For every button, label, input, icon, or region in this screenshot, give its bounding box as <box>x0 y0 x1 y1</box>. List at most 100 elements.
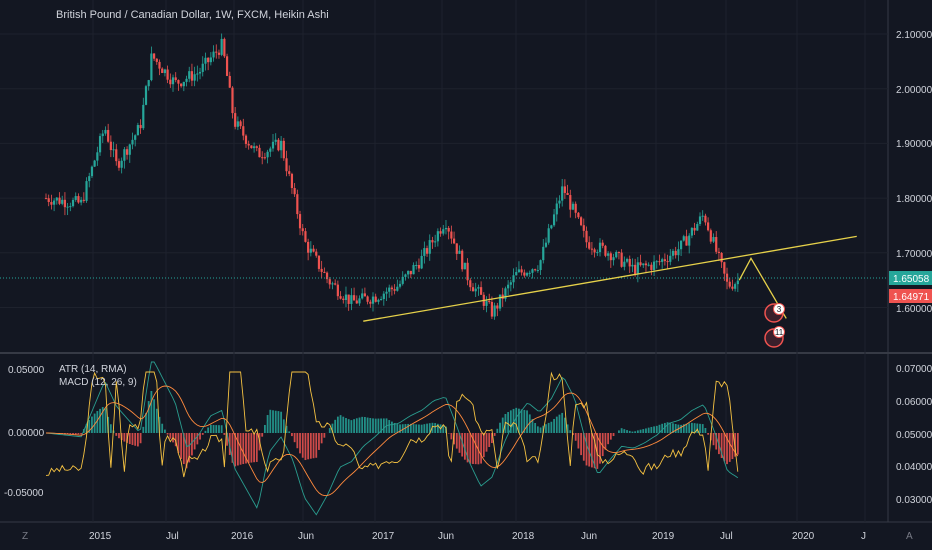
macd-histogram-bar <box>272 410 274 433</box>
candle-body <box>636 262 639 275</box>
time-tick: 2019 <box>652 531 675 542</box>
candle-body <box>223 38 226 57</box>
candle-body <box>50 202 53 205</box>
candle-body <box>544 242 548 247</box>
candle-body <box>466 262 469 281</box>
macd-histogram-bar <box>688 423 691 433</box>
candle-body <box>61 199 64 204</box>
candle-body <box>169 79 172 85</box>
candle-body <box>704 215 707 223</box>
candle-body <box>185 78 188 82</box>
candle-body <box>307 241 310 253</box>
candle-body <box>690 227 693 236</box>
macd-histogram-bar <box>193 433 196 450</box>
macd-histogram-bar <box>91 416 93 433</box>
candle-body <box>412 265 415 275</box>
macd-histogram-bar <box>431 422 434 433</box>
atr-line <box>45 371 739 478</box>
macd-histogram-bar <box>639 429 642 433</box>
macd-histogram-bar <box>728 433 731 462</box>
event-badge-11[interactable]: 11 <box>764 326 785 348</box>
macd-histogram-bar <box>561 412 564 433</box>
macd-histogram-bar <box>150 390 153 433</box>
macd-histogram-bar <box>690 422 693 433</box>
macd-histogram-bar <box>591 433 593 468</box>
atr-legend[interactable]: ATR (14, RMA) <box>59 364 127 375</box>
candle-body <box>507 284 510 289</box>
macd-legend[interactable]: MACD (12, 26, 9) <box>59 377 137 388</box>
macd-histogram-bar <box>645 428 647 433</box>
candle-body <box>296 194 299 215</box>
candle-body <box>439 231 442 234</box>
macd-histogram-bar <box>299 433 301 454</box>
candle-body <box>212 51 215 58</box>
candle-body <box>158 61 161 69</box>
candle-body <box>166 69 169 80</box>
candle-body <box>498 294 502 309</box>
macd-histogram-bar <box>66 433 69 435</box>
candle-body <box>242 126 245 136</box>
candle-body <box>525 273 529 276</box>
candle-body <box>263 157 267 159</box>
auto-scale-button[interactable]: A <box>906 531 913 542</box>
svg-text:0.07000: 0.07000 <box>896 364 932 375</box>
macd-histogram-bar <box>482 433 485 458</box>
candle-body <box>485 301 488 306</box>
macd-histogram-bar <box>634 431 637 433</box>
svg-text:1.65058: 1.65058 <box>893 274 930 285</box>
candle-body <box>679 240 683 250</box>
macd-histogram-bar <box>663 422 666 433</box>
macd-histogram-bar <box>569 430 572 433</box>
candle-body <box>528 272 531 274</box>
last-price-label: 1.65058 <box>889 271 932 285</box>
price-axis[interactable]: 2.10000 2.00000 1.90000 1.80000 1.70000 … <box>896 30 932 315</box>
zoom-icon[interactable]: Z <box>22 531 28 542</box>
macd-histogram-bar <box>661 423 664 433</box>
macd-histogram-bar <box>696 423 699 433</box>
candle-body <box>225 56 229 76</box>
macd-histogram-bar <box>577 433 580 449</box>
macd-histogram-bar <box>264 424 266 433</box>
candle-body <box>336 284 339 297</box>
trendline[interactable] <box>363 235 857 322</box>
macd-histogram-bar <box>115 433 118 436</box>
candle-body <box>234 113 237 127</box>
macd-histogram-bar <box>331 423 334 433</box>
main-pane[interactable] <box>0 0 888 352</box>
candle-body <box>480 287 483 295</box>
macd-histogram-bar <box>372 418 374 433</box>
time-tick: 2020 <box>792 531 815 542</box>
macd-histogram-bar <box>164 429 166 433</box>
macd-histogram-bar <box>215 425 218 433</box>
macd-histogram-bar <box>458 433 461 453</box>
candle-body <box>674 250 677 256</box>
candle-body <box>334 283 337 285</box>
macd-histogram-bar <box>350 420 353 433</box>
candle-body <box>566 192 569 196</box>
candle-body <box>471 287 475 292</box>
candle-body <box>579 217 583 226</box>
projection-path[interactable] <box>738 256 787 319</box>
candle-body <box>309 248 312 253</box>
candle-body <box>63 199 67 208</box>
macd-histogram-bar <box>526 410 528 433</box>
price-tick: 1.70000 <box>896 249 932 260</box>
candle-body <box>531 269 534 273</box>
macd-histogram-bar <box>323 433 326 438</box>
macd-histogram-bar <box>191 433 193 456</box>
candle-body <box>328 279 331 285</box>
time-axis[interactable]: 2015 Jul 2016 Jun 2017 Jun 2018 Jun 2019… <box>89 531 866 542</box>
macd-histogram-bar <box>234 433 237 467</box>
macd-histogram-bar <box>223 433 226 435</box>
macd-histogram-bar <box>585 433 588 466</box>
macd-histogram-bar <box>236 433 239 466</box>
candle-body <box>393 289 396 291</box>
candle-body <box>44 198 48 200</box>
macd-histogram-bar <box>228 433 231 455</box>
candle-body <box>658 261 661 263</box>
candle-body <box>474 288 477 292</box>
macd-histogram-bar <box>563 417 566 433</box>
event-badge-3[interactable]: 3 <box>764 303 785 323</box>
candle-body <box>244 135 248 144</box>
